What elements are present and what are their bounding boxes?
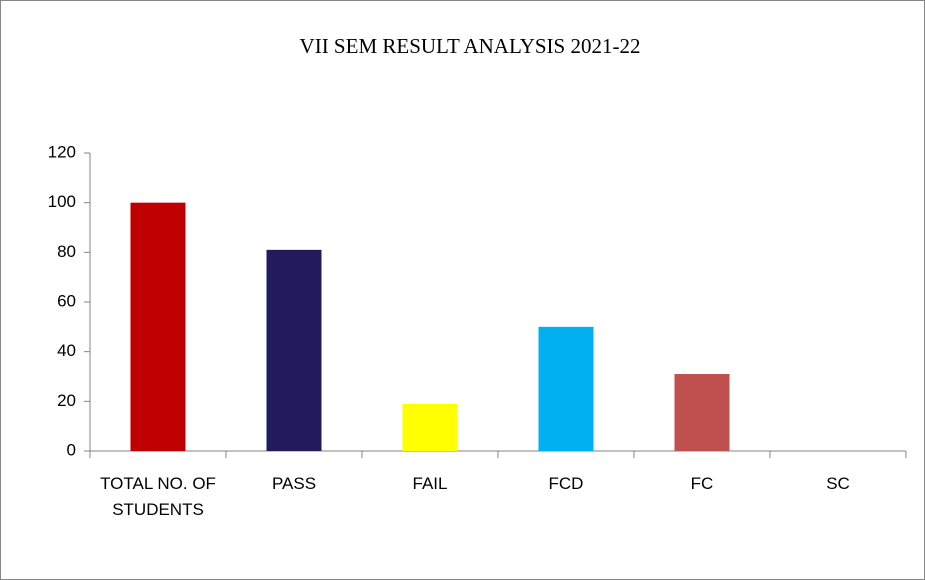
bar: [674, 374, 730, 451]
x-tick-label: FCD: [548, 474, 584, 493]
chart-title: VII SEM RESULT ANALYSIS 2021-22: [300, 34, 641, 58]
x-tick-label: FC: [690, 474, 714, 493]
y-tick-label: 60: [57, 291, 76, 310]
y-tick-label: 0: [67, 440, 76, 459]
x-tick-label: TOTAL NO. OF STUDENTS: [100, 474, 216, 519]
y-tick-label: 100: [48, 192, 76, 211]
bar: [538, 326, 594, 451]
y-tick-label: 80: [57, 242, 76, 261]
y-tick-label: 40: [57, 341, 76, 360]
y-tick-label: 20: [57, 391, 76, 410]
bar: [402, 403, 458, 451]
x-tick-label: SC: [826, 474, 850, 493]
bar: [130, 202, 186, 451]
bar: [266, 249, 322, 451]
x-tick-label: PASS: [271, 474, 317, 493]
x-tick-label: FAIL: [412, 474, 448, 493]
y-tick-label: 120: [48, 142, 76, 161]
